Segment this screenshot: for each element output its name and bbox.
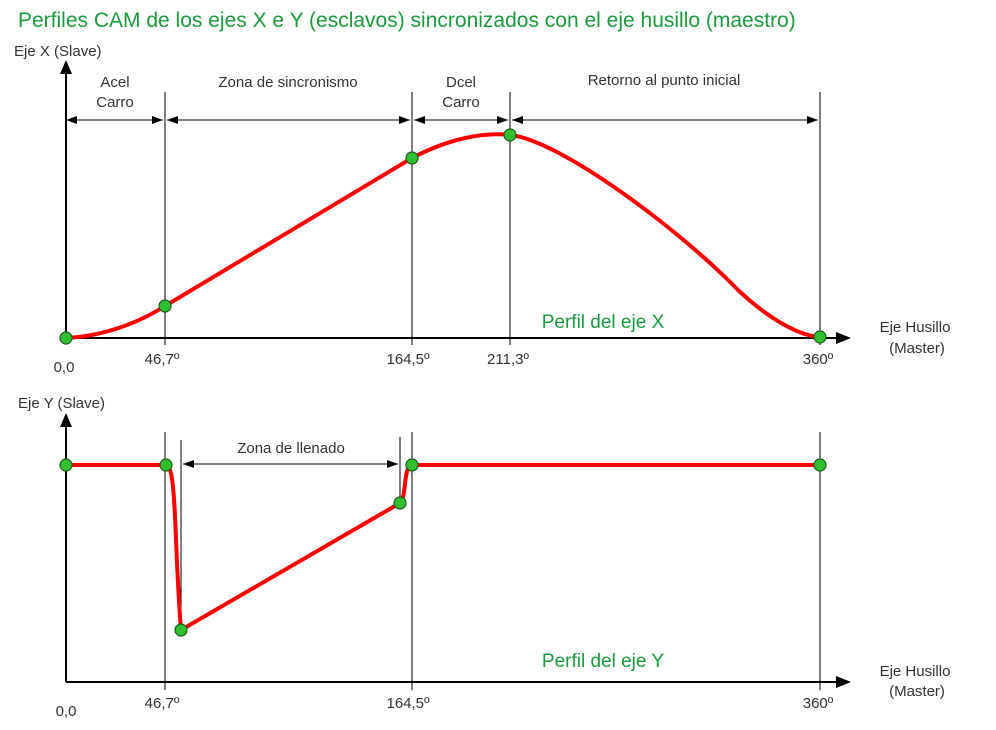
bottom-point-360 — [813, 458, 827, 472]
bottom-tick-46-7: 46,7º — [145, 695, 180, 712]
top-chart: Acel Carro Zona de sincronismo Dcel Carr… — [14, 43, 950, 376]
top-point-46-7 — [158, 299, 172, 313]
top-tick-360: 360º — [803, 351, 834, 368]
bottom-point-46-7 — [159, 458, 173, 472]
top-x-axis-label-line1: Eje Husillo — [880, 319, 951, 336]
zone-acel-line1: Acel — [100, 74, 129, 91]
top-point-164-5 — [405, 151, 419, 165]
bottom-tick-164-5: 164,5º — [386, 695, 430, 712]
bottom-profile-label: Perfil del eje Y — [542, 651, 664, 672]
diagram-title: Perfiles CAM de los ejes X e Y (esclavos… — [18, 9, 796, 32]
top-profile-label: Perfil del eje X — [542, 312, 665, 333]
top-dimension-arrows — [66, 116, 818, 124]
zone-llenado-label: Zona de llenado — [237, 440, 345, 457]
top-y-axis-arrow — [60, 60, 72, 74]
top-point-211-3 — [503, 128, 517, 142]
top-tick-46-7: 46,7º — [145, 351, 180, 368]
bottom-chart: Zona de llenado Eje Y (Slave) Eje Husill… — [18, 395, 950, 720]
bottom-point-llenado-end — [393, 496, 407, 510]
bottom-x-axis-label-line2: (Master) — [889, 683, 945, 700]
zone-acel-line2: Carro — [96, 94, 134, 111]
bottom-y-axis-arrow — [60, 413, 72, 427]
top-x-axis-label-line2: (Master) — [889, 340, 945, 357]
y-axis-profile-curve — [64, 463, 822, 632]
bottom-tick-360: 360º — [803, 695, 834, 712]
top-tick-164-5: 164,5º — [386, 351, 430, 368]
bottom-point-min — [174, 623, 188, 637]
bottom-point-164-5 — [405, 458, 419, 472]
top-tick-211-3: 211,3º — [487, 351, 529, 368]
zone-dcel-line1: Dcel — [446, 74, 476, 91]
zone-dcel-line2: Carro — [442, 94, 480, 111]
top-point-360 — [813, 330, 827, 344]
bottom-x-axis-label-line1: Eje Husillo — [880, 663, 951, 680]
top-origin-label: 0,0 — [54, 359, 75, 376]
top-x-axis-arrow — [836, 332, 851, 344]
zone-sincronismo-label: Zona de sincronismo — [218, 74, 357, 91]
top-point-0 — [59, 331, 73, 345]
zone-retorno-label: Retorno al punto inicial — [588, 72, 741, 89]
bottom-origin-label: 0,0 — [56, 703, 77, 720]
bottom-dimension-arrow — [183, 460, 398, 468]
top-y-axis-label: Eje X (Slave) — [14, 43, 102, 60]
x-axis-profile-curve — [64, 132, 822, 340]
bottom-x-axis-arrow — [836, 676, 851, 688]
bottom-y-axis-label: Eje Y (Slave) — [18, 395, 105, 412]
bottom-point-0 — [59, 458, 73, 472]
